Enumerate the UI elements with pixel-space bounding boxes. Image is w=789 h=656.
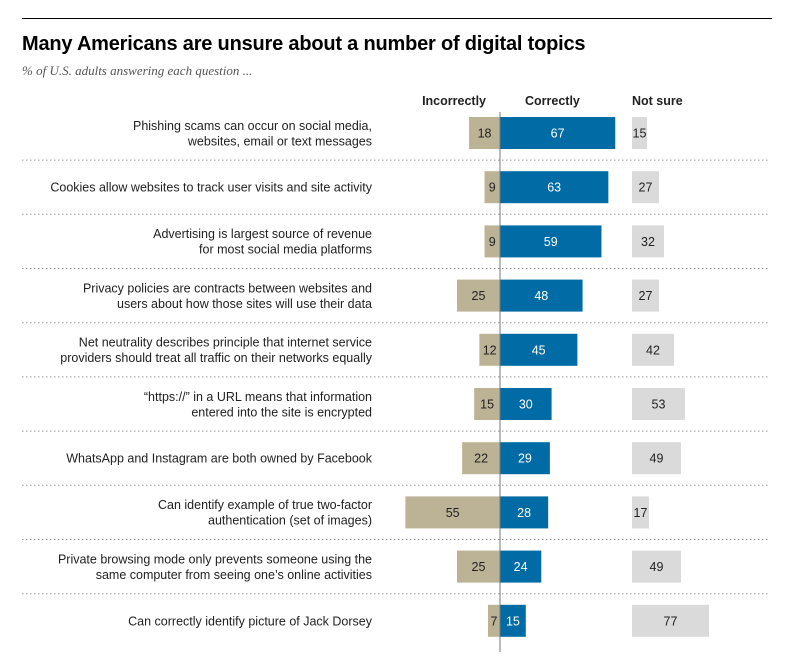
bar-incorrectly bbox=[457, 550, 500, 583]
bar-correctly bbox=[500, 442, 550, 475]
bar-incorrectly bbox=[479, 333, 500, 366]
category-label: authentication (set of images) bbox=[208, 514, 372, 528]
bar-not-sure bbox=[632, 279, 659, 312]
bar-correctly bbox=[500, 279, 583, 312]
bar-incorrectly bbox=[487, 604, 500, 637]
category-label: Private browsing mode only prevents some… bbox=[58, 552, 372, 566]
value-label-correctly: 15 bbox=[506, 614, 520, 628]
value-label-incorrectly: 9 bbox=[489, 235, 496, 249]
bar-correctly bbox=[500, 550, 542, 583]
column-header-not-sure: Not sure bbox=[632, 94, 683, 108]
bar-not-sure bbox=[632, 604, 709, 637]
value-label-correctly: 48 bbox=[534, 289, 548, 303]
value-label-not-sure: 15 bbox=[633, 127, 647, 141]
bar-correctly bbox=[500, 604, 526, 637]
value-label-not-sure: 32 bbox=[641, 235, 655, 249]
bar-correctly bbox=[500, 333, 578, 366]
bar-correctly bbox=[500, 496, 549, 529]
bar-not-sure bbox=[632, 442, 681, 475]
value-label-not-sure: 42 bbox=[646, 343, 660, 357]
category-label: same computer from seeing one’s online a… bbox=[96, 568, 372, 582]
bar-not-sure bbox=[632, 550, 681, 583]
value-label-incorrectly: 7 bbox=[491, 614, 498, 628]
category-label: Advertising is largest source of revenue bbox=[153, 227, 372, 241]
bar-incorrectly bbox=[469, 117, 500, 149]
category-label: Cookies allow websites to track user vis… bbox=[50, 181, 372, 195]
value-label-correctly: 59 bbox=[544, 235, 558, 249]
category-label: Can correctly identify picture of Jack D… bbox=[128, 614, 373, 628]
category-label: entered into the site is encrypted bbox=[191, 405, 372, 419]
value-label-incorrectly: 9 bbox=[489, 181, 496, 195]
bar-not-sure bbox=[632, 333, 674, 366]
column-header-correctly: Correctly bbox=[525, 94, 580, 108]
top-rule bbox=[22, 18, 772, 19]
category-label: WhatsApp and Instagram are both owned by… bbox=[66, 452, 372, 466]
chart-subtitle: % of U.S. adults answering each question… bbox=[22, 63, 253, 78]
value-label-correctly: 63 bbox=[547, 181, 561, 195]
value-label-incorrectly: 12 bbox=[483, 343, 497, 357]
category-label: websites, email or text messages bbox=[187, 134, 372, 148]
value-label-not-sure: 53 bbox=[652, 398, 666, 412]
category-label: users about how those sites will use the… bbox=[117, 297, 372, 311]
value-label-incorrectly: 22 bbox=[474, 452, 488, 466]
bar-not-sure bbox=[632, 117, 647, 149]
bar-incorrectly bbox=[474, 388, 500, 420]
bar-correctly bbox=[500, 117, 616, 149]
category-label: Phishing scams can occur on social media… bbox=[133, 119, 372, 133]
value-label-correctly: 67 bbox=[551, 127, 565, 141]
value-label-correctly: 30 bbox=[519, 398, 533, 412]
category-label: providers should treat all traffic on th… bbox=[60, 351, 372, 365]
value-label-correctly: 45 bbox=[532, 343, 546, 357]
bar-correctly bbox=[500, 388, 552, 420]
value-label-correctly: 29 bbox=[518, 452, 532, 466]
value-label-incorrectly: 18 bbox=[478, 127, 492, 141]
bar-not-sure bbox=[632, 388, 685, 420]
bar-incorrectly bbox=[457, 279, 500, 312]
value-label-not-sure: 49 bbox=[650, 452, 664, 466]
value-label-not-sure: 27 bbox=[639, 289, 653, 303]
value-label-not-sure: 49 bbox=[650, 560, 664, 574]
value-label-correctly: 28 bbox=[517, 506, 531, 520]
category-label: Can identify example of true two-factor bbox=[158, 498, 372, 512]
bar-correctly bbox=[500, 171, 609, 204]
chart-title: Many Americans are unsure about a number… bbox=[22, 33, 586, 55]
value-label-not-sure: 17 bbox=[634, 506, 648, 520]
bar-incorrectly bbox=[462, 442, 500, 475]
value-label-incorrectly: 55 bbox=[446, 506, 460, 520]
category-label: for most social media platforms bbox=[199, 243, 372, 257]
value-label-correctly: 24 bbox=[514, 560, 528, 574]
category-label: Privacy policies are contracts between w… bbox=[83, 281, 372, 295]
category-label: Net neutrality describes principle that … bbox=[79, 336, 372, 350]
value-label-not-sure: 27 bbox=[639, 181, 653, 195]
bar-not-sure bbox=[632, 496, 649, 529]
bar-incorrectly bbox=[405, 496, 500, 529]
bar-not-sure bbox=[632, 225, 664, 258]
bar-incorrectly bbox=[484, 171, 500, 204]
bar-not-sure bbox=[632, 171, 659, 204]
category-label: “https://” in a URL means that informati… bbox=[144, 390, 372, 404]
value-label-not-sure: 77 bbox=[664, 614, 678, 628]
bar-incorrectly bbox=[484, 225, 500, 258]
value-label-incorrectly: 25 bbox=[472, 560, 486, 574]
bar-correctly bbox=[500, 225, 602, 258]
column-header-incorrectly: Incorrectly bbox=[422, 94, 486, 108]
value-label-incorrectly: 15 bbox=[480, 398, 494, 412]
value-label-incorrectly: 25 bbox=[472, 289, 486, 303]
